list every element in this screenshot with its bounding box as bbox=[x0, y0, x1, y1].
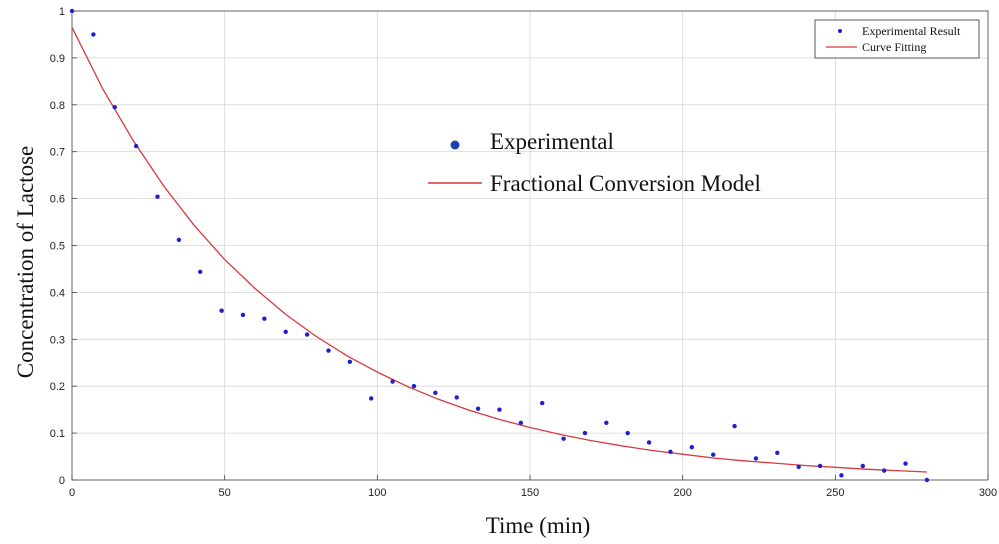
annotation-label-experimental: Experimental bbox=[490, 129, 614, 154]
data-point-34 bbox=[796, 464, 801, 470]
annotation-label-model: Fractional Conversion Model bbox=[490, 171, 761, 196]
x-tick-label-3: 150 bbox=[521, 487, 539, 499]
y-tick-label-10: 1 bbox=[59, 6, 65, 18]
y-tick-label-7: 0.7 bbox=[50, 147, 65, 159]
data-point-6 bbox=[198, 269, 203, 274]
data-point-32 bbox=[753, 456, 759, 461]
data-point-27 bbox=[646, 440, 652, 445]
curve-series bbox=[71, 27, 927, 473]
x-tick-label-4: 200 bbox=[673, 487, 691, 499]
data-point-30 bbox=[711, 452, 716, 457]
legend-marker-experimental bbox=[838, 29, 842, 33]
legend: Experimental Result Curve Fitting bbox=[814, 19, 980, 59]
data-point-10 bbox=[283, 329, 288, 334]
data-point-5 bbox=[176, 237, 182, 243]
y-tick-label-6: 0.6 bbox=[50, 194, 65, 206]
experimental-series bbox=[69, 8, 930, 483]
data-point-18 bbox=[454, 395, 459, 400]
data-point-17 bbox=[433, 390, 438, 395]
data-point-28 bbox=[668, 449, 673, 455]
data-point-24 bbox=[582, 430, 588, 436]
y-tick-label-0: 0 bbox=[59, 475, 65, 487]
data-point-36 bbox=[839, 473, 844, 478]
legend-label-experimental: Experimental Result bbox=[862, 24, 961, 38]
y-tick-label-1: 0.1 bbox=[50, 428, 65, 440]
x-tick-label-2: 100 bbox=[368, 487, 386, 499]
y-tick-label-5: 0.5 bbox=[50, 241, 65, 253]
y-tick-label-8: 0.8 bbox=[50, 100, 65, 112]
data-point-35 bbox=[817, 463, 823, 469]
y-axis-label: Concentration of Lactose bbox=[13, 146, 38, 378]
data-point-40 bbox=[924, 477, 930, 483]
legend-box bbox=[814, 19, 980, 59]
y-tick-label-9: 0.9 bbox=[50, 53, 65, 65]
data-point-13 bbox=[347, 359, 353, 365]
x-ticks: 0 50 100 150 200 250 300 bbox=[69, 475, 997, 499]
data-point-4 bbox=[155, 194, 160, 199]
data-point-0 bbox=[69, 8, 75, 14]
data-point-11 bbox=[304, 332, 310, 337]
data-point-19 bbox=[475, 406, 481, 411]
data-point-1 bbox=[91, 32, 96, 37]
data-point-9 bbox=[262, 316, 267, 321]
data-point-31 bbox=[732, 423, 737, 429]
y-tick-label-3: 0.3 bbox=[50, 334, 65, 346]
data-point-23 bbox=[561, 436, 566, 441]
y-tick-label-2: 0.2 bbox=[50, 381, 65, 393]
curve-fitting-line bbox=[71, 27, 927, 473]
data-point-12 bbox=[326, 348, 331, 353]
x-tick-label-5: 250 bbox=[826, 487, 844, 499]
data-point-26 bbox=[625, 430, 630, 436]
data-point-14 bbox=[369, 396, 374, 401]
data-point-37 bbox=[860, 463, 866, 469]
data-point-16 bbox=[411, 384, 417, 389]
data-point-33 bbox=[775, 450, 780, 455]
data-point-15 bbox=[390, 379, 395, 384]
x-tick-label-6: 300 bbox=[979, 487, 997, 499]
y-tick-label-4: 0.4 bbox=[50, 287, 65, 299]
data-point-3 bbox=[133, 143, 139, 149]
data-point-21 bbox=[518, 420, 524, 425]
data-point-29 bbox=[689, 444, 695, 450]
annotation-marker-experimental bbox=[450, 140, 460, 150]
data-point-25 bbox=[604, 420, 609, 425]
x-tick-label-1: 50 bbox=[219, 487, 231, 499]
data-point-39 bbox=[903, 461, 908, 466]
data-point-38 bbox=[881, 468, 887, 473]
x-tick-label-0: 0 bbox=[69, 487, 75, 499]
data-point-2 bbox=[112, 104, 117, 110]
data-point-22 bbox=[540, 400, 545, 406]
legend-label-curve: Curve Fitting bbox=[862, 40, 926, 54]
data-point-20 bbox=[497, 407, 502, 412]
x-axis-label: Time (min) bbox=[486, 513, 591, 538]
y-ticks: 0 0.1 0.2 0.3 0.4 0.5 0.6 0.7 0.8 0.9 1 bbox=[50, 6, 77, 487]
data-point-8 bbox=[240, 312, 246, 318]
data-point-7 bbox=[219, 308, 224, 313]
annotation: Experimental Fractional Conversion Model bbox=[428, 129, 761, 196]
